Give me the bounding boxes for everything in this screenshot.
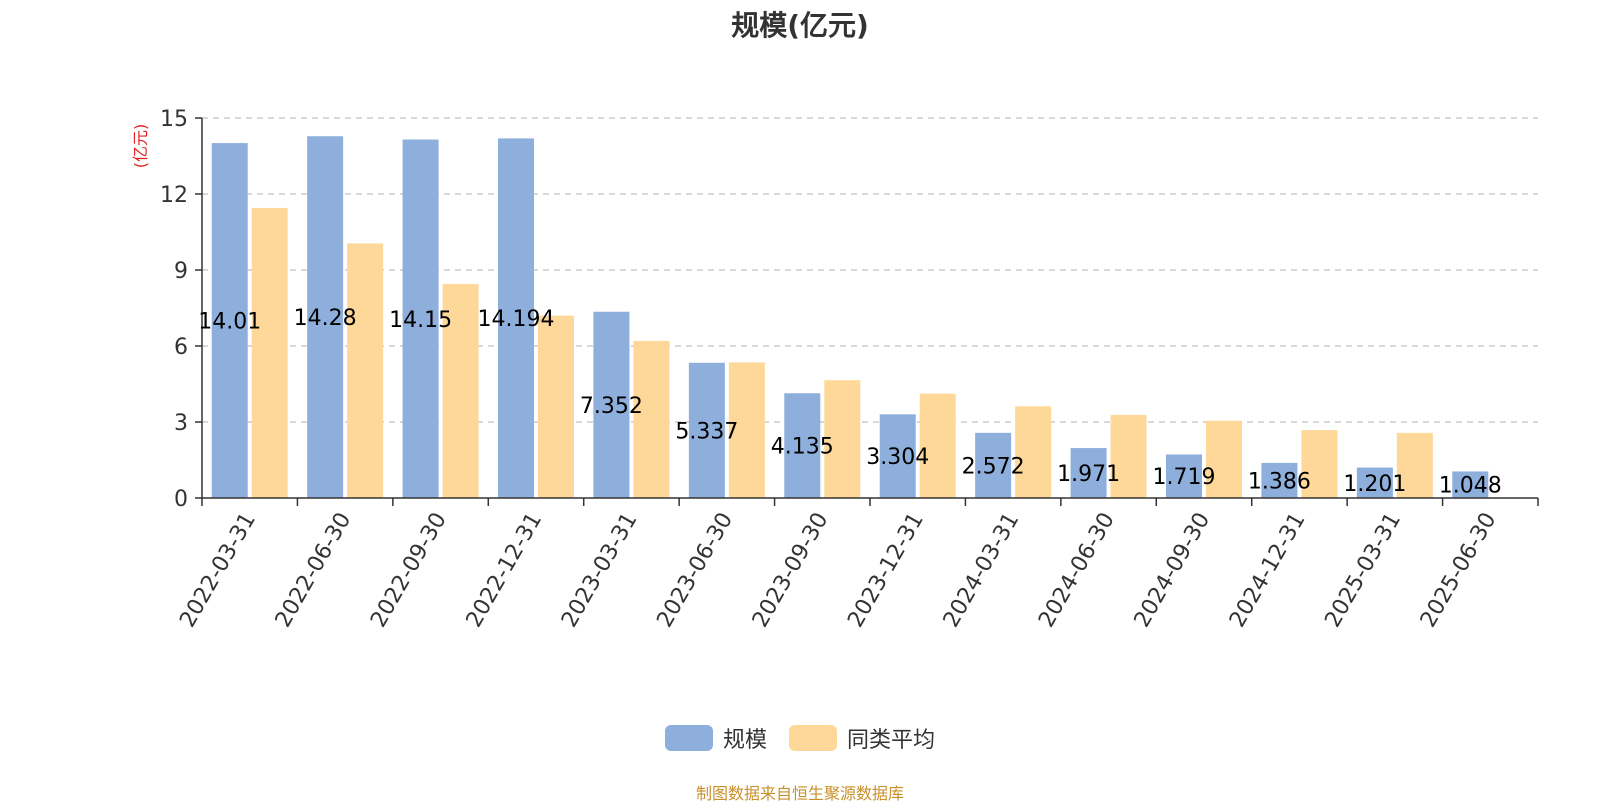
y-tick-label: 12 (160, 183, 188, 208)
bar-scale (402, 139, 439, 499)
x-tick-label: 2025-03-31 (1320, 509, 1406, 632)
y-tick-label: 0 (174, 487, 188, 512)
source-note: 制图数据来自恒生聚源数据库 (695, 784, 904, 803)
data-label: 1.386 (1248, 469, 1311, 494)
data-labels: 14.01 14.28 14.15 14.194 7.352 5.337 4.135 3.30… (198, 306, 1502, 499)
bar-peer-average (633, 340, 670, 498)
x-tick-label: 2022-06-30 (271, 509, 357, 632)
data-label: 1.201 (1343, 472, 1406, 497)
bar-peer-average (1015, 406, 1052, 498)
data-label: 1.048 (1439, 474, 1502, 499)
data-label: 7.352 (580, 394, 643, 419)
data-label: 2.572 (962, 454, 1025, 479)
bars (211, 136, 1489, 499)
x-tick-label: 2023-09-30 (748, 509, 834, 632)
bar-peer-average (251, 207, 288, 498)
data-label: 5.337 (675, 419, 738, 444)
bar-scale (975, 432, 1012, 498)
data-label: 14.01 (198, 310, 261, 335)
bar-scale (784, 393, 821, 498)
data-label: 14.15 (389, 308, 452, 333)
data-label: 1.719 (1153, 465, 1216, 490)
legend-swatch (789, 725, 837, 751)
x-tick-label: 2024-09-30 (1130, 509, 1216, 632)
x-tick-label: 2024-12-31 (1225, 509, 1311, 632)
y-tick-label: 15 (160, 107, 188, 132)
x-tick-label: 2024-03-31 (939, 509, 1025, 632)
x-tick-label: 2023-03-31 (557, 509, 643, 632)
legend-label: 规模 (722, 728, 767, 753)
legend-swatch (664, 725, 713, 751)
bar-peer-average (728, 362, 765, 498)
y-tick-label: 6 (174, 335, 188, 360)
x-tick-label: 2024-06-30 (1034, 509, 1120, 632)
bar-scale (1356, 467, 1393, 498)
legend-item[interactable]: 规模 (664, 722, 767, 754)
data-label: 14.28 (294, 306, 357, 331)
bar-peer-average (919, 393, 956, 498)
x-tick-label: 2023-06-30 (652, 509, 738, 632)
legend: 规模 同类平均 (0, 722, 1600, 754)
bar-peer-average (347, 243, 384, 498)
x-tick-label: 2025-06-30 (1416, 509, 1502, 632)
x-tick-label: 2022-03-31 (175, 509, 261, 632)
bar-peer-average (824, 380, 861, 498)
bar-scale (498, 138, 534, 498)
y-axis-title: (亿元) (131, 124, 150, 169)
bar-scale (688, 362, 725, 498)
legend-item[interactable]: 同类平均 (789, 722, 935, 754)
chart-title: 规模(亿元) (731, 9, 869, 42)
gridlines (202, 117, 1538, 423)
y-tick-label: 9 (174, 259, 188, 284)
bar-peer-average (442, 283, 479, 498)
bar-scale (879, 414, 916, 498)
bar-scale (1166, 454, 1202, 498)
bar-scale (307, 136, 344, 499)
bar-scale (593, 311, 630, 498)
bar-peer-average (1396, 432, 1433, 498)
bar-peer-average (1110, 414, 1147, 498)
data-label: 3.304 (866, 445, 929, 470)
x-tick-label: 2023-12-31 (843, 509, 929, 632)
data-label: 14.194 (478, 307, 555, 332)
bar-scale (1070, 448, 1107, 498)
data-label: 4.135 (771, 435, 834, 460)
y-tick-label: 3 (174, 411, 188, 436)
bar-scale (1452, 471, 1489, 498)
data-label: 1.971 (1057, 462, 1120, 487)
bar-scale (1261, 462, 1298, 498)
bar-peer-average (1301, 430, 1338, 498)
bar-peer-average (538, 315, 574, 498)
bar-peer-average (1206, 420, 1242, 498)
x-tick-label: 2022-12-31 (462, 509, 548, 632)
x-tick-label: 2022-09-30 (366, 509, 452, 632)
bar-scale (211, 143, 248, 498)
legend-label: 同类平均 (847, 728, 936, 753)
